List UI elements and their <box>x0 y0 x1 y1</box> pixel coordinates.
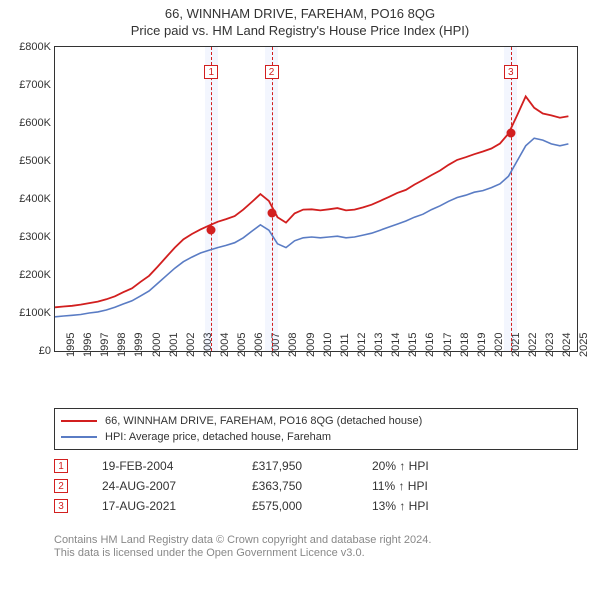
chart-title: 66, WINNHAM DRIVE, FAREHAM, PO16 8QG <box>0 0 600 21</box>
y-axis-tick-label: £400K <box>19 193 51 205</box>
sale-event-row-pct: 13% ↑ HPI <box>372 499 492 513</box>
sale-event-row-price: £575,000 <box>252 499 372 513</box>
sale-event-row-price: £317,950 <box>252 459 372 473</box>
attribution-footer: Contains HM Land Registry data © Crown c… <box>54 534 578 559</box>
chart-lines <box>55 47 577 351</box>
y-axis-tick-label: £0 <box>39 345 51 357</box>
y-axis-tick-label: £200K <box>19 269 51 281</box>
legend-label: HPI: Average price, detached house, Fare… <box>105 429 331 445</box>
y-axis-tick-label: £100K <box>19 307 51 319</box>
chart-subtitle: Price paid vs. HM Land Registry's House … <box>0 21 600 38</box>
attribution-line-1: Contains HM Land Registry data © Crown c… <box>54 534 578 547</box>
sale-event-row-number: 2 <box>54 479 68 493</box>
legend-row: HPI: Average price, detached house, Fare… <box>61 429 571 445</box>
sale-event-row-date: 19-FEB-2004 <box>102 459 252 473</box>
y-axis-tick-label: £700K <box>19 79 51 91</box>
legend-swatch <box>61 436 97 438</box>
chart-legend: 66, WINNHAM DRIVE, FAREHAM, PO16 8QG (de… <box>54 408 578 450</box>
sale-event-row-date: 24-AUG-2007 <box>102 479 252 493</box>
sale-event-row: 1 19-FEB-2004£317,95020% ↑ HPI <box>54 456 578 476</box>
y-axis-tick-label: £300K <box>19 231 51 243</box>
sale-events-table: 1 19-FEB-2004£317,95020% ↑ HPI 2 24-AUG-200… <box>54 456 578 516</box>
sale-event-row-pct: 11% ↑ HPI <box>372 479 492 493</box>
sale-event-row: 3 17-AUG-2021£575,00013% ↑ HPI <box>54 496 578 516</box>
sale-event-row: 2 24-AUG-2007£363,75011% ↑ HPI <box>54 476 578 496</box>
sale-event-row-pct: 20% ↑ HPI <box>372 459 492 473</box>
hpi-series-line <box>55 138 568 317</box>
y-axis-tick-label: £800K <box>19 41 51 53</box>
attribution-line-2: This data is licensed under the Open Gov… <box>54 547 578 560</box>
property-series-line <box>55 96 568 307</box>
legend-label: 66, WINNHAM DRIVE, FAREHAM, PO16 8QG (de… <box>105 413 422 429</box>
sale-event-row-date: 17-AUG-2021 <box>102 499 252 513</box>
sale-event-row-price: £363,750 <box>252 479 372 493</box>
sale-event-row-number: 3 <box>54 499 68 513</box>
legend-row: 66, WINNHAM DRIVE, FAREHAM, PO16 8QG (de… <box>61 413 571 429</box>
chart-plot-area: £0£100K£200K£300K£400K£500K£600K£700K£80… <box>54 46 578 352</box>
y-axis-tick-label: £600K <box>19 117 51 129</box>
legend-swatch <box>61 420 97 422</box>
sale-event-row-number: 1 <box>54 459 68 473</box>
y-axis-tick-label: £500K <box>19 155 51 167</box>
